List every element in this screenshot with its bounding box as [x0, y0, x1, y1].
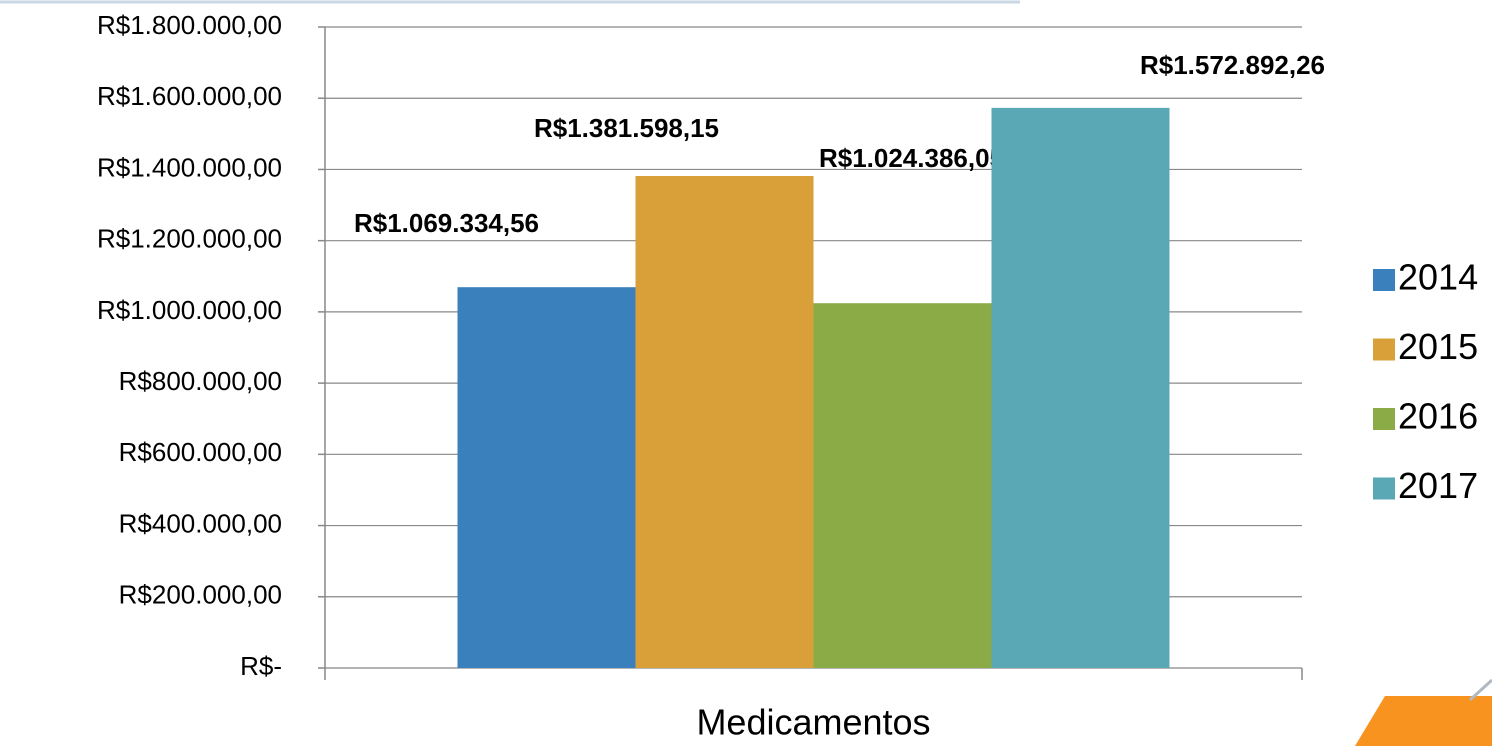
legend-label: 2016 — [1398, 396, 1478, 437]
bar — [813, 303, 992, 668]
legend-swatch — [1373, 269, 1395, 291]
decor-corner — [1355, 696, 1492, 746]
decor-line — [1468, 678, 1492, 702]
data-label: R$1.572.892,26 — [1140, 50, 1325, 80]
legend-label: 2014 — [1398, 257, 1478, 298]
y-tick-label: R$400.000,00 — [119, 508, 282, 538]
y-tick-label: R$600.000,00 — [119, 437, 282, 467]
data-label: R$1.381.598,15 — [534, 113, 719, 143]
y-tick-label: R$1.400.000,00 — [97, 152, 282, 182]
data-label: R$1.069.334,56 — [354, 208, 539, 238]
bar — [991, 107, 1170, 668]
bar — [457, 287, 636, 668]
y-tick-label: R$1.600.000,00 — [97, 81, 282, 111]
y-tick-label: R$1.000.000,00 — [97, 295, 282, 325]
legend-swatch — [1373, 477, 1395, 500]
y-tick-label: R$1.800.000,00 — [97, 10, 282, 40]
y-tick-label: R$800.000,00 — [119, 366, 282, 396]
legend-swatch — [1373, 408, 1395, 430]
bar — [635, 175, 814, 668]
legend-label: 2015 — [1398, 326, 1478, 367]
data-label: R$1.024.386,05 — [819, 143, 1004, 173]
y-tick-label: R$- — [240, 651, 282, 681]
y-tick-label: R$1.200.000,00 — [97, 224, 282, 254]
legend-swatch — [1373, 338, 1395, 361]
y-tick-label: R$200.000,00 — [119, 580, 282, 610]
x-tick-label: Medicamentos — [696, 702, 930, 743]
legend-label: 2017 — [1398, 465, 1478, 506]
